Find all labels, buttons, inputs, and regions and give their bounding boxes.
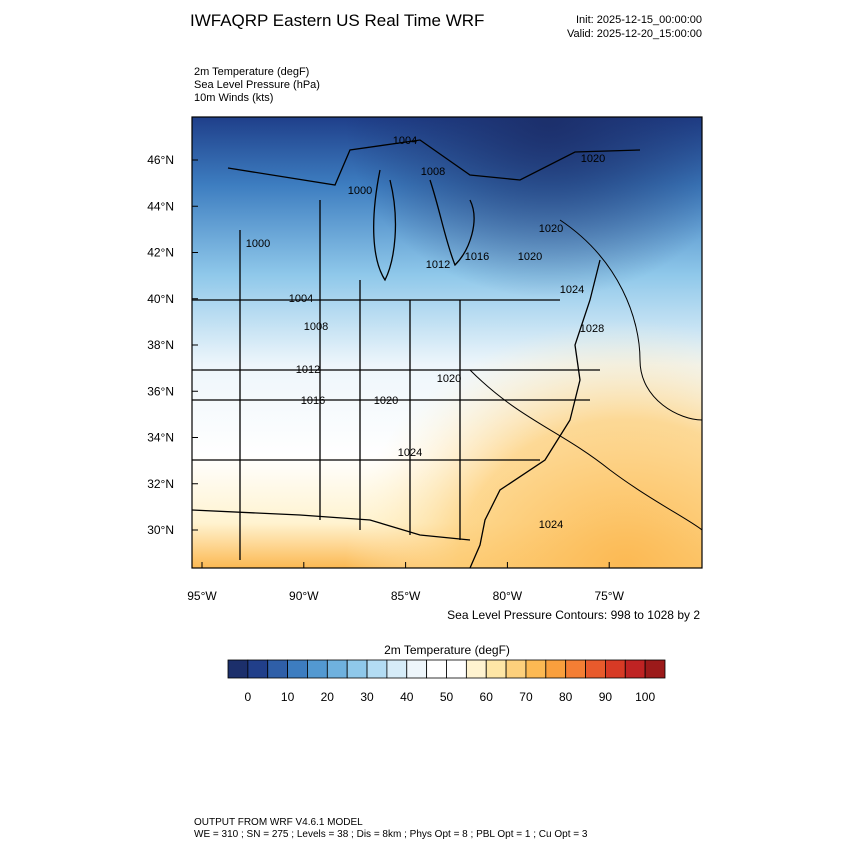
colorbar-box [227, 659, 249, 679]
lat-label: 42°N [147, 246, 174, 260]
colorbar-title: 2m Temperature (degF) [384, 643, 510, 657]
colorbar-label: 70 [519, 690, 533, 704]
colorbar-label: 30 [360, 690, 374, 704]
lat-label: 40°N [147, 292, 174, 306]
lat-label: 46°N [147, 153, 174, 167]
lon-label: 85°W [391, 589, 421, 603]
colorbar-box [485, 659, 507, 679]
colorbar-label: 0 [245, 690, 252, 704]
colorbar-box [406, 659, 428, 679]
colorbar-box [267, 659, 288, 679]
colorbar-box [446, 659, 467, 679]
contour-label: 1020 [581, 153, 605, 165]
lon-label: 95°W [187, 589, 217, 603]
colorbar-label: 80 [559, 690, 573, 704]
lat-label: 36°N [147, 384, 174, 398]
colorbar-box [386, 659, 408, 679]
colorbar: 0 10 20 30 40 50 60 70 80 90 100 [227, 659, 666, 704]
contour-label: 1020 [437, 373, 461, 385]
colorbar-label: 40 [400, 690, 414, 704]
colorbar-box [465, 659, 487, 679]
colorbar-box [247, 659, 269, 679]
init-time: Init: 2025-12-15_00:00:00 [576, 14, 702, 26]
lat-label: 38°N [147, 338, 174, 352]
colorbar-box [585, 659, 606, 679]
field-label: 10m Winds (kts) [194, 92, 273, 104]
colorbar-box [366, 659, 388, 679]
contour-label: 1000 [348, 185, 372, 197]
lon-label: 90°W [289, 589, 319, 603]
lat-label: 32°N [147, 477, 174, 491]
colorbar-box [505, 659, 527, 679]
contour-label: 1016 [301, 395, 325, 407]
colorbar-label: 90 [599, 690, 613, 704]
valid-time: Valid: 2025-12-20_15:00:00 [567, 28, 702, 40]
lon-labels: 95°W 90°W 85°W 80°W 75°W [187, 562, 625, 603]
colorbar-box [525, 659, 547, 679]
lon-label: 75°W [594, 589, 624, 603]
contour-label: 1012 [426, 259, 450, 271]
contour-label: 1008 [421, 166, 445, 178]
contour-label: 1024 [539, 519, 563, 531]
contour-label: 1004 [393, 135, 417, 147]
map [191, 116, 703, 569]
colorbar-box [307, 659, 328, 679]
contour-label: 1020 [374, 395, 398, 407]
colorbar-label: 50 [440, 690, 454, 704]
contour-label: 1020 [518, 251, 542, 263]
lat-label: 34°N [147, 431, 174, 445]
colorbar-label: 20 [321, 690, 335, 704]
contour-note: Sea Level Pressure Contours: 998 to 1028… [447, 608, 700, 622]
colorbar-box [545, 659, 567, 679]
colorbar-box [426, 659, 447, 679]
contour-labels: 1004 1008 1000 1020 1000 1020 1016 1020 1012 1004… [246, 135, 605, 531]
colorbar-box [605, 659, 626, 679]
colorbar-box [346, 659, 368, 679]
lat-label: 44°N [147, 199, 174, 213]
colorbar-label: 100 [635, 690, 655, 704]
footer: OUTPUT FROM WRF V4.6.1 MODEL [194, 817, 363, 828]
colorbar-box [565, 659, 586, 679]
contour-label: 1024 [398, 447, 422, 459]
lat-label: 30°N [147, 523, 174, 537]
colorbar-box [644, 659, 666, 679]
contour-label: 1024 [560, 284, 584, 296]
contour-label: 1020 [539, 223, 563, 235]
lat-labels: 46°N 44°N 42°N 40°N 38°N 36°N 34°N 32°N 30°N [147, 153, 198, 537]
contour-label: 1004 [289, 293, 313, 305]
title: IWFAQRP Eastern US Real Time WRF [190, 11, 484, 30]
lon-label: 80°W [493, 589, 523, 603]
colorbar-label: 10 [281, 690, 295, 704]
contour-label: 1008 [304, 321, 328, 333]
colorbar-label: 60 [480, 690, 494, 704]
footer: WE = 310 ; SN = 275 ; Levels = 38 ; Dis … [194, 829, 588, 840]
field-label: Sea Level Pressure (hPa) [194, 79, 320, 91]
colorbar-box [326, 659, 348, 679]
contour-label: 1012 [296, 364, 320, 376]
field-label: 2m Temperature (degF) [194, 66, 309, 78]
contour-label: 1016 [465, 251, 489, 263]
contour-label: 1000 [246, 238, 270, 250]
colorbar-box [624, 659, 646, 679]
colorbar-box [287, 659, 308, 679]
contour-label: 1028 [580, 323, 604, 335]
